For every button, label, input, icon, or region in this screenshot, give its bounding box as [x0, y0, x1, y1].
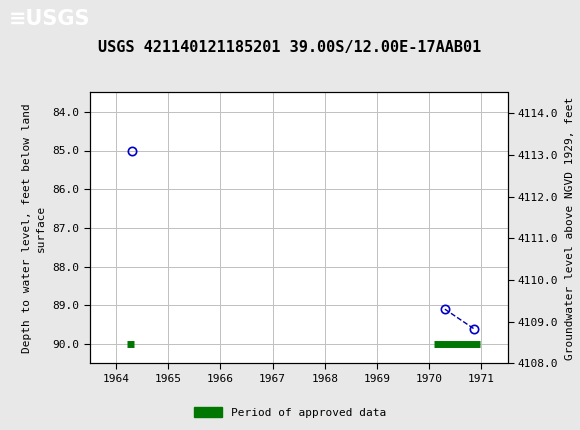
Y-axis label: Groundwater level above NGVD 1929, feet: Groundwater level above NGVD 1929, feet [566, 96, 575, 359]
Text: USGS 421140121185201 39.00S/12.00E-17AAB01: USGS 421140121185201 39.00S/12.00E-17AAB… [99, 40, 481, 55]
Y-axis label: Depth to water level, feet below land
surface: Depth to water level, feet below land su… [23, 103, 46, 353]
Legend: Period of approved data: Period of approved data [190, 403, 390, 422]
Text: ≡USGS: ≡USGS [9, 9, 90, 29]
